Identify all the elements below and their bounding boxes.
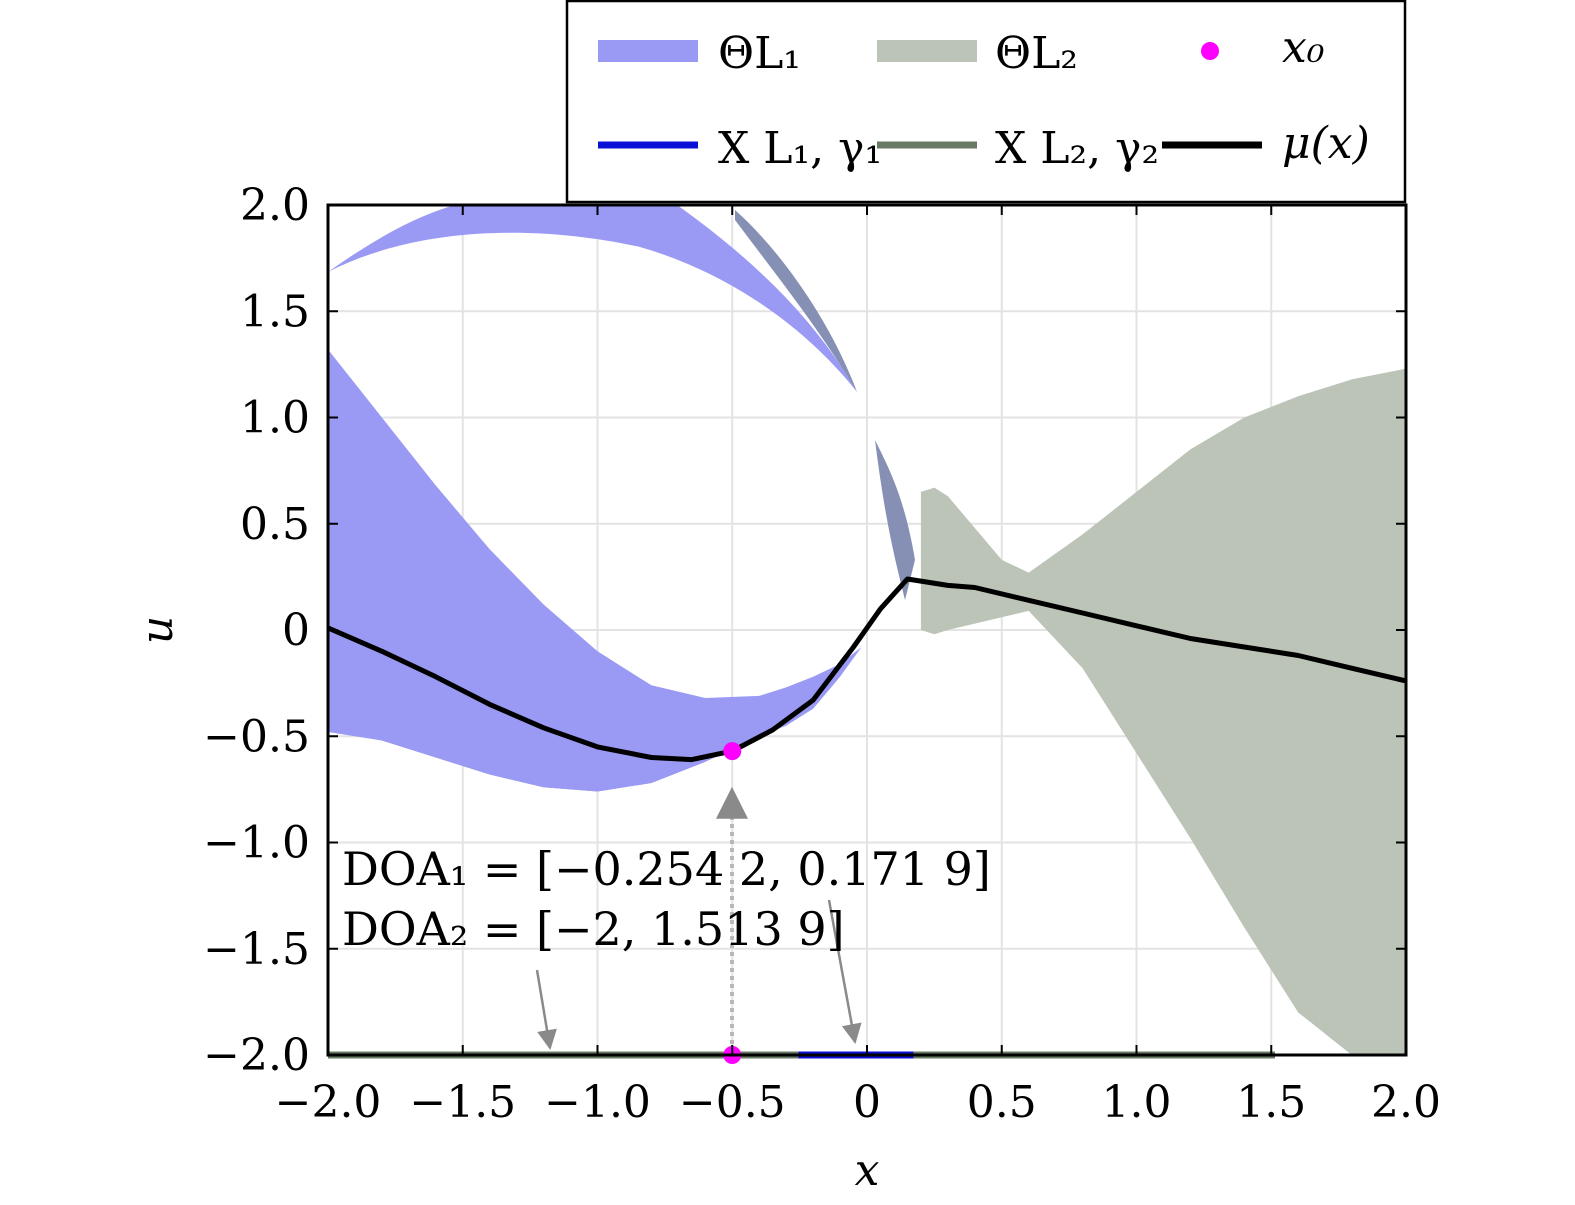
y-tick-label: 1.0 xyxy=(240,393,310,444)
y-tick-label: −2.0 xyxy=(203,1030,310,1081)
x-tick-label: −1.5 xyxy=(409,1077,516,1128)
legend-label-X1: X L₁, γ₁ xyxy=(718,123,882,174)
legend-label-x0: x₀ xyxy=(1282,22,1325,73)
x0-layer xyxy=(723,742,742,1064)
y-tick-label: 0.5 xyxy=(240,499,310,550)
x-tick-label: 1.0 xyxy=(1102,1077,1172,1128)
legend-label-theta2: ΘL₂ xyxy=(995,28,1078,79)
y-tick-label: 0 xyxy=(282,605,310,656)
legend-swatch-theta1 xyxy=(598,40,698,62)
tick-layer: −2.0 −1.5 −1.0 −0.5 0 0.5 1.0 1.5 2.0 2.0 1.5 1.0 0.… xyxy=(203,180,1441,1128)
band-layer xyxy=(328,205,1406,1055)
y-tick-label: −0.5 xyxy=(203,711,310,762)
y-axis-label: u xyxy=(132,616,183,644)
y-tick-label: 2.0 xyxy=(240,180,310,231)
x-tick-label: −1.0 xyxy=(544,1077,651,1128)
x-tick-label: 0 xyxy=(853,1077,881,1128)
legend-frame xyxy=(565,0,1407,204)
doa1-annotation: DOA₁ = [−0.254 2, 0.171 9] xyxy=(342,842,991,896)
y-tick-label: 1.5 xyxy=(240,286,310,337)
x0-point xyxy=(723,742,742,761)
x-axis-label: x xyxy=(855,1145,880,1196)
x-tick-label: −2.0 xyxy=(275,1077,382,1128)
legend: ΘL₁ ΘL₂ x₀ X L₁, γ₁ X L₂, γ₂ μ(x) xyxy=(565,0,1407,204)
theta2-upper-sliver xyxy=(735,210,857,392)
legend-label-theta1: ΘL₁ xyxy=(718,28,801,79)
band-theta2-right xyxy=(920,368,1406,1055)
legend-label-X2: X L₂, γ₂ xyxy=(995,123,1159,174)
y-tick-label: −1.5 xyxy=(203,924,310,975)
band-theta1-main xyxy=(328,349,862,792)
legend-label-mu: μ(x) xyxy=(1282,118,1370,169)
x-tick-label: 1.5 xyxy=(1236,1077,1306,1128)
doa1-arrow xyxy=(827,899,862,1044)
y-tick-label: −1.0 xyxy=(203,818,310,869)
doa2-annotation: DOA₂ = [−2, 1.513 9] xyxy=(342,902,845,956)
mean-layer xyxy=(328,576,1406,763)
theta-bump-left xyxy=(875,440,915,600)
mean-curve xyxy=(328,576,1406,763)
doa2-arrow xyxy=(535,969,557,1050)
legend-marker-x0 xyxy=(1201,42,1219,60)
x-tick-label: −0.5 xyxy=(679,1077,786,1128)
x-tick-label: 2.0 xyxy=(1371,1077,1441,1128)
x-tick-label: 0.5 xyxy=(967,1077,1037,1128)
legend-swatch-theta2 xyxy=(877,40,977,62)
theta1-upper-crescent xyxy=(328,205,857,392)
